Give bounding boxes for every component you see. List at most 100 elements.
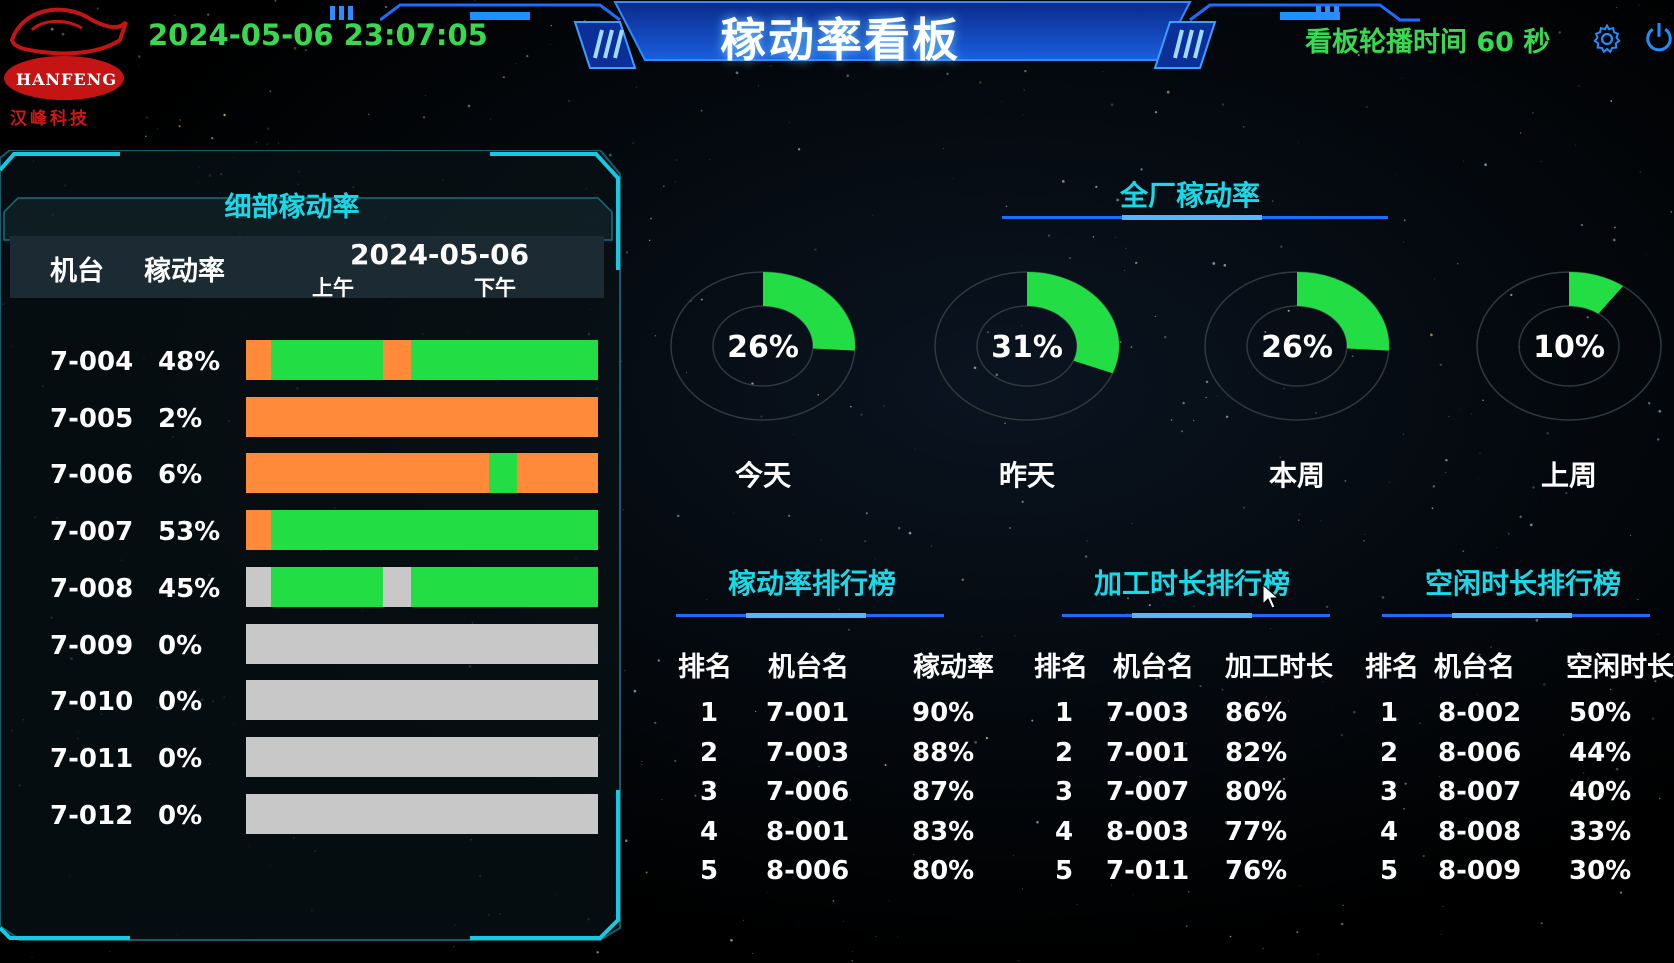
ranking-cell: 40% <box>1569 777 1632 807</box>
ranking-cell: 7-003 <box>1106 698 1190 728</box>
gauge-value-text: 10% <box>1533 330 1605 365</box>
ranking-column-header: 空闲时长 <box>1566 652 1674 683</box>
gauge-label: 昨天 <box>998 459 1055 492</box>
status-segment-stop <box>246 510 271 551</box>
ranking-cell: 90% <box>912 698 975 728</box>
status-timeline-bar <box>246 566 598 607</box>
ranking-cell: 2 <box>700 737 719 768</box>
status-segment-stop <box>246 396 598 437</box>
gear-icon[interactable] <box>1590 22 1624 56</box>
gauge-chart: 10% <box>1476 271 1662 421</box>
status-segment-run <box>411 340 598 380</box>
gauge-value-arc <box>1027 272 1119 374</box>
header-marker-icon <box>330 6 353 20</box>
detail-row: 7-004 48% <box>0 337 620 394</box>
ranking-cell: 5 <box>1380 856 1399 886</box>
timeline-date: 2024-05-06 <box>350 238 530 271</box>
ranking-cell: 2 <box>1055 737 1074 768</box>
ranking-column-header: 排名 <box>1365 652 1419 683</box>
ranking-cell: 76% <box>1225 856 1288 886</box>
status-timeline-bar <box>246 453 598 494</box>
machine-name: 7-007 <box>50 517 134 548</box>
status-segment-idle <box>246 566 271 607</box>
status-timeline-bar <box>246 793 598 834</box>
machine-name: 7-008 <box>50 573 134 604</box>
ranking-cell: 77% <box>1225 816 1288 847</box>
gauge-value-arc <box>763 272 855 351</box>
machine-rate: 0% <box>158 687 203 718</box>
status-segment-run <box>270 566 384 607</box>
ranking-cell: 80% <box>1225 777 1288 807</box>
gauge-value-arc <box>1297 272 1389 351</box>
ranking-column-header: 机台名 <box>1434 652 1515 683</box>
ranking-cell: 88% <box>912 737 975 768</box>
col-machine-header: 机台 <box>50 256 104 287</box>
status-timeline-bar <box>246 680 598 721</box>
ranking-cell: 8-009 <box>1438 856 1522 886</box>
mouse-cursor-icon <box>1262 584 1280 609</box>
ranking-cell: 8-006 <box>766 856 850 886</box>
ranking-column-header: 排名 <box>1034 652 1088 683</box>
ranking-cell: 8-008 <box>1438 816 1522 847</box>
status-segment-idle <box>246 623 598 664</box>
machine-name: 7-010 <box>50 687 134 718</box>
power-icon[interactable] <box>1644 20 1674 56</box>
timeline-pm-label: 下午 <box>474 276 516 300</box>
logo-subtitle: 汉峰科技 <box>10 109 90 129</box>
status-segment-run <box>411 566 598 607</box>
status-segment-idle <box>246 680 598 721</box>
status-segment-run <box>488 453 518 494</box>
ranking-title: 空闲时长排行榜 <box>1424 567 1621 600</box>
header-marker-icon <box>1316 6 1339 20</box>
machine-name: 7-006 <box>50 460 134 491</box>
ranking-cell: 8-002 <box>1438 698 1522 728</box>
header-frame <box>380 1 1420 69</box>
ranking-cell: 33% <box>1569 816 1632 847</box>
machine-rate: 0% <box>158 800 203 831</box>
ranking-cell: 8-006 <box>1438 737 1522 768</box>
page-title: 稼动率看板 <box>720 13 960 67</box>
ranking-cell: 3 <box>700 777 719 807</box>
ranking-cell: 4 <box>1055 816 1074 847</box>
ranking-cell: 1 <box>700 698 719 728</box>
title-underline <box>1062 613 1330 618</box>
machine-name: 7-012 <box>50 800 134 831</box>
machine-rate: 48% <box>158 347 221 377</box>
ranking-cell: 50% <box>1569 698 1632 728</box>
ranking-cell: 7-003 <box>766 737 850 768</box>
logo-text: HANFENG <box>16 70 117 89</box>
detail-row: 7-006 6% <box>0 450 620 507</box>
status-segment-idle <box>383 566 412 607</box>
machine-rate: 0% <box>158 630 203 661</box>
ranking-cell: 7-001 <box>766 698 850 728</box>
ranking-title: 加工时长排行榜 <box>1093 567 1290 600</box>
status-timeline-bar <box>246 340 598 380</box>
gauge-value-arc <box>1569 272 1624 314</box>
ranking-cell: 7-007 <box>1106 777 1190 807</box>
ranking-title: 稼动率排行榜 <box>727 567 896 600</box>
ranking-cell: 2 <box>1380 737 1399 768</box>
gauge-label: 本周 <box>1268 459 1325 492</box>
status-segment-run <box>270 510 598 551</box>
bull-logo-icon <box>4 7 128 100</box>
ranking-cell: 8-001 <box>766 816 850 847</box>
status-timeline-bar <box>246 736 598 777</box>
ranking-cell: 83% <box>912 816 975 847</box>
machine-name: 7-004 <box>50 347 134 377</box>
gauge-label: 上周 <box>1540 459 1597 492</box>
detail-row: 7-008 45% <box>0 564 620 621</box>
status-segment-stop <box>383 340 412 380</box>
detail-table-header <box>10 236 604 298</box>
gauge-value-text: 26% <box>727 330 799 365</box>
ranking-cell: 1 <box>1380 698 1399 728</box>
ranking-column-header: 机台名 <box>1113 652 1194 683</box>
gauge-value-text: 31% <box>991 330 1063 365</box>
machine-rate: 2% <box>158 403 203 434</box>
ranking-cell: 87% <box>912 777 975 807</box>
ranking-cell: 8-003 <box>1106 816 1190 847</box>
ranking-column-header: 加工时长 <box>1225 652 1333 683</box>
detail-panel-title: 细部稼动率 <box>224 192 360 223</box>
machine-rate: 45% <box>158 573 221 604</box>
gauge-chart: 26% <box>1204 271 1390 421</box>
title-underline <box>676 613 944 618</box>
